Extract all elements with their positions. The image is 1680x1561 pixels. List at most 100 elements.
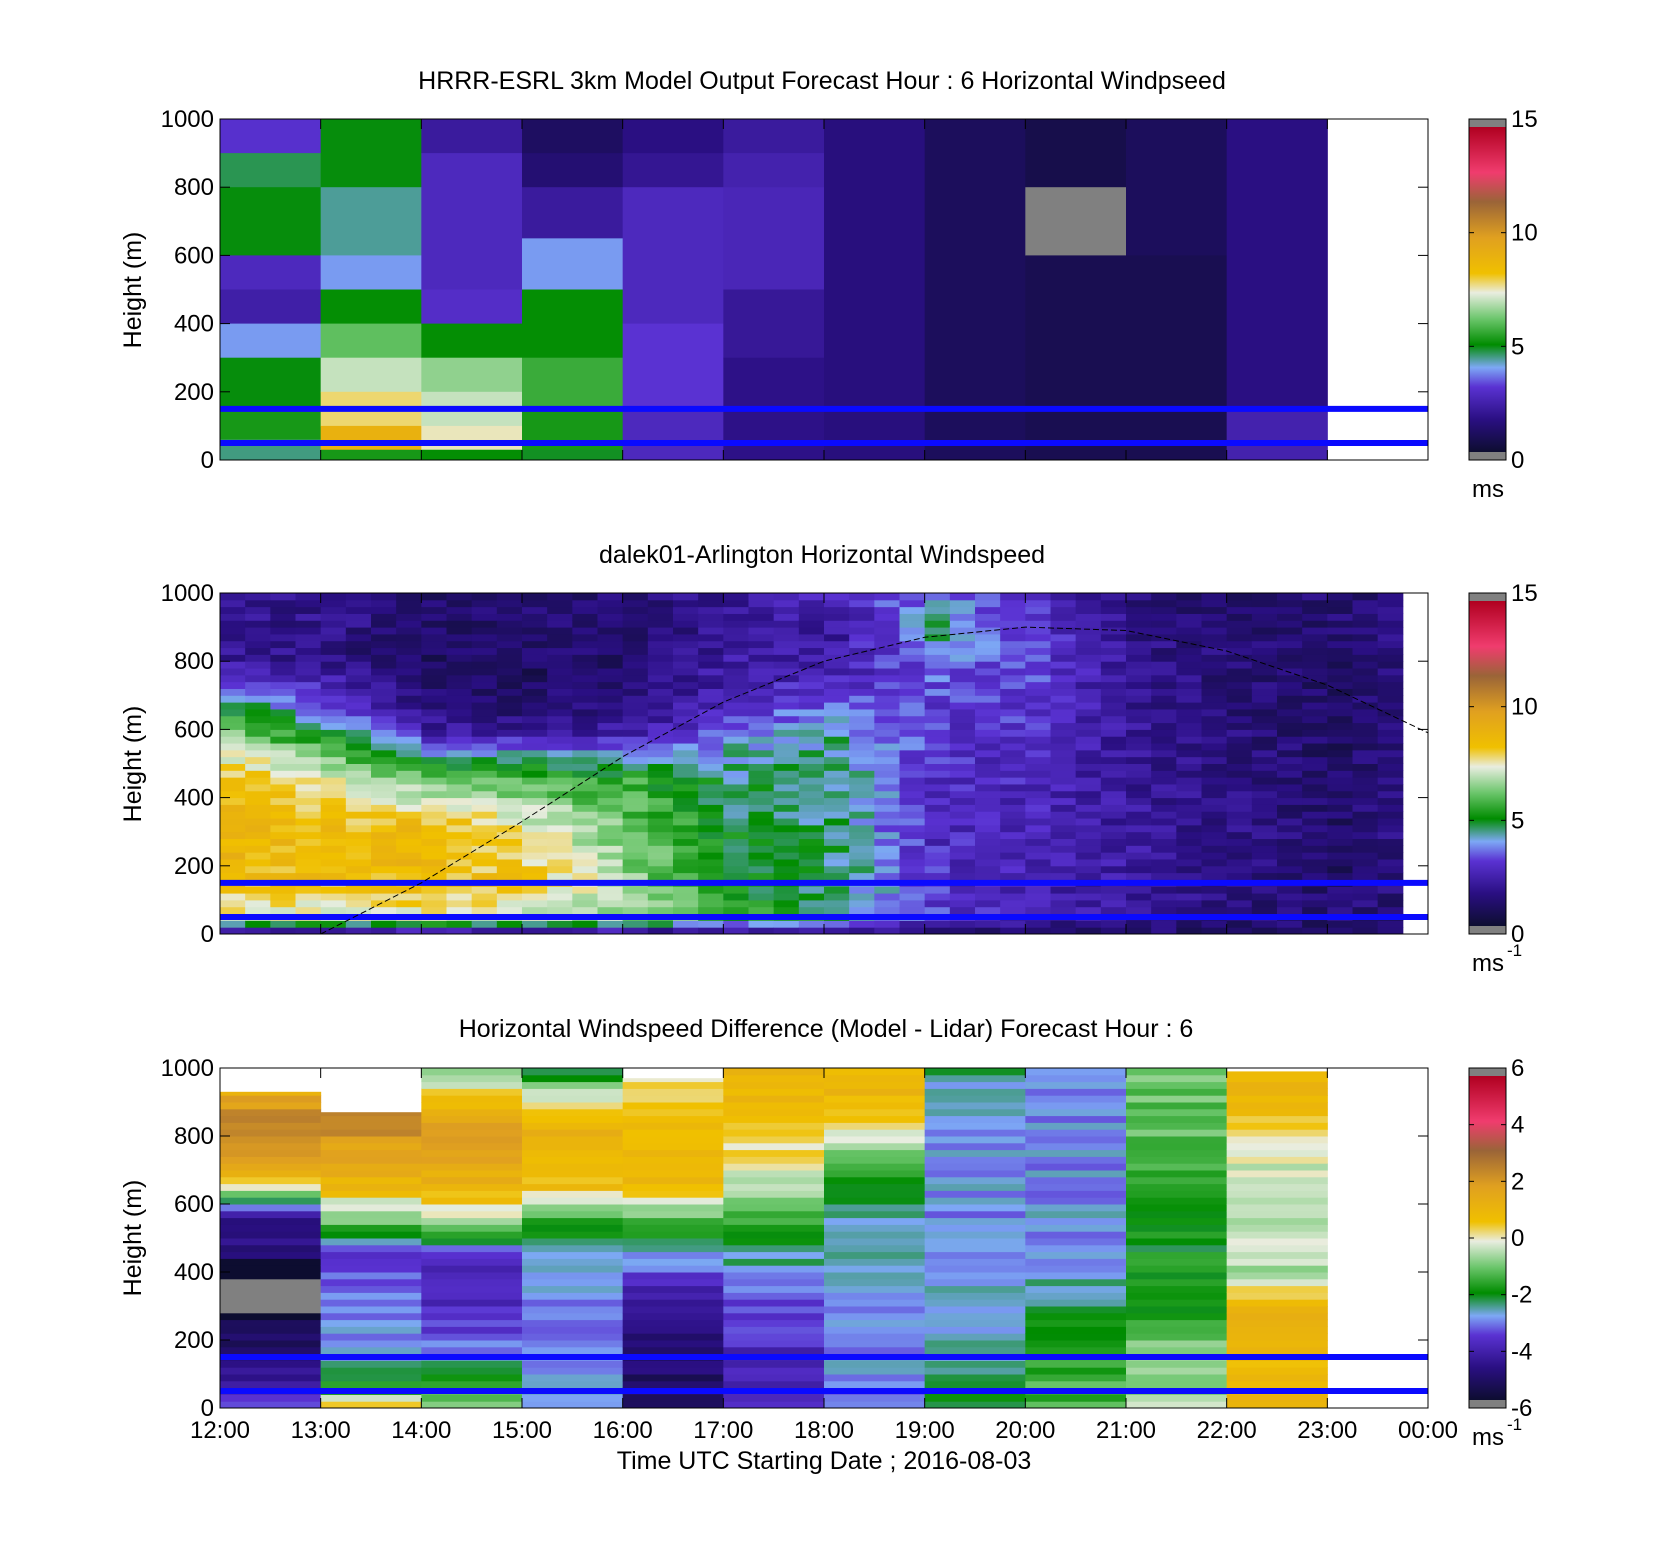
lidar-heatmap-cell bbox=[295, 708, 322, 717]
lidar-heatmap-cell bbox=[245, 606, 271, 614]
lidar-heatmap-cell bbox=[647, 661, 674, 669]
lidar-heatmap-cell bbox=[1226, 593, 1253, 601]
difference-heatmap-cell bbox=[824, 1299, 926, 1307]
lidar-heatmap-cell bbox=[1126, 599, 1152, 608]
lidar-heatmap-cell bbox=[1377, 811, 1404, 819]
lidar-heatmap-cell bbox=[245, 674, 271, 683]
lidar-heatmap-cell bbox=[1302, 927, 1328, 935]
lidar-heatmap-cell bbox=[899, 654, 926, 662]
lidar-y-tick-label: 400 bbox=[174, 785, 214, 812]
difference-heatmap-cell bbox=[1025, 1183, 1127, 1191]
difference-heatmap-cell bbox=[1025, 1102, 1127, 1110]
lidar-heatmap-cell bbox=[798, 722, 825, 730]
lidar-heatmap-cell bbox=[1277, 654, 1303, 662]
lidar-heatmap-cell bbox=[446, 613, 473, 621]
lidar-heatmap-cell bbox=[446, 654, 473, 662]
lidar-heatmap-cell bbox=[421, 681, 447, 689]
difference-heatmap-cell bbox=[320, 1231, 422, 1239]
lidar-heatmap-cell bbox=[1201, 831, 1228, 840]
difference-heatmap-cell bbox=[924, 1265, 1026, 1273]
lidar-heatmap-cell bbox=[874, 797, 900, 805]
lidar-heatmap-cell bbox=[1075, 613, 1102, 621]
lidar-heatmap-cell bbox=[270, 681, 296, 689]
difference-heatmap-cell bbox=[522, 1183, 624, 1191]
lidar-heatmap-cell bbox=[421, 777, 447, 785]
lidar-heatmap-cell bbox=[1100, 865, 1127, 874]
lidar-heatmap-cell bbox=[1000, 640, 1026, 649]
lidar-heatmap-cell bbox=[748, 927, 775, 935]
lidar-heatmap-cell bbox=[1327, 702, 1353, 710]
lidar-heatmap-cell bbox=[1126, 852, 1152, 860]
lidar-heatmap-cell bbox=[924, 640, 951, 649]
lidar-heatmap-cell bbox=[245, 647, 271, 655]
difference-heatmap-cell bbox=[421, 1129, 523, 1137]
lidar-heatmap-cell bbox=[1100, 613, 1127, 621]
lidar-heatmap-cell bbox=[1050, 824, 1077, 833]
difference-heatmap-cell bbox=[220, 1244, 322, 1253]
lidar-heatmap-cell bbox=[673, 893, 699, 901]
lidar-heatmap-cell bbox=[421, 763, 447, 771]
lidar-heatmap-cell bbox=[949, 708, 976, 717]
difference-heatmap-cell bbox=[924, 1095, 1026, 1103]
lidar-heatmap-cell bbox=[1201, 811, 1228, 819]
lidar-heatmap-cell bbox=[975, 593, 1001, 601]
difference-heatmap-cell bbox=[1025, 1346, 1127, 1355]
lidar-heatmap-cell bbox=[1100, 756, 1127, 764]
lidar-heatmap-cell bbox=[1352, 831, 1379, 840]
lidar-heatmap-cell bbox=[723, 702, 749, 710]
difference-heatmap-cell bbox=[1126, 1074, 1228, 1083]
lidar-heatmap-cell bbox=[1226, 865, 1253, 874]
lidar-heatmap-cell bbox=[949, 899, 976, 908]
lidar-heatmap-cell bbox=[874, 770, 900, 778]
lidar-heatmap-cell bbox=[975, 811, 1001, 819]
model-heatmap-cell bbox=[522, 153, 624, 188]
lidar-heatmap-cell bbox=[1327, 858, 1353, 867]
difference-heatmap-cell bbox=[421, 1265, 523, 1273]
difference-heatmap-cell bbox=[1025, 1217, 1127, 1225]
lidar-heatmap-cell bbox=[773, 640, 800, 649]
lidar-heatmap-cell bbox=[547, 674, 573, 683]
difference-heatmap-cell bbox=[622, 1326, 724, 1334]
difference-heatmap-cell bbox=[320, 1190, 422, 1198]
difference-heatmap-cell bbox=[622, 1122, 724, 1130]
lidar-heatmap-cell bbox=[874, 688, 900, 696]
difference-heatmap-cell bbox=[723, 1258, 825, 1266]
lidar-heatmap-cell bbox=[245, 708, 271, 717]
lidar-heatmap-cell bbox=[396, 852, 422, 860]
lidar-heatmap-cell bbox=[421, 633, 447, 642]
lidar-heatmap-cell bbox=[421, 858, 447, 867]
lidar-heatmap-cell bbox=[446, 606, 473, 614]
lidar-heatmap-cell bbox=[471, 831, 498, 840]
lidar-heatmap-cell bbox=[924, 647, 951, 655]
lidar-heatmap-cell bbox=[220, 797, 246, 805]
lidar-heatmap-cell bbox=[899, 852, 926, 860]
lidar-heatmap-cell bbox=[270, 647, 296, 655]
lidar-heatmap-cell bbox=[748, 797, 775, 805]
lidar-heatmap-cell bbox=[345, 749, 372, 758]
difference-heatmap-cell bbox=[1025, 1108, 1127, 1117]
difference-heatmap-cell bbox=[723, 1319, 825, 1327]
lidar-heatmap-cell bbox=[421, 831, 447, 840]
lidar-heatmap-cell bbox=[723, 838, 749, 846]
lidar-heatmap-cell bbox=[748, 681, 775, 689]
lidar-heatmap-cell bbox=[496, 593, 523, 601]
model-colorbar-tick-label: 15 bbox=[1511, 106, 1538, 133]
lidar-heatmap-cell bbox=[1000, 613, 1026, 621]
lidar-heatmap-cell bbox=[1277, 927, 1303, 935]
lidar-heatmap-cell bbox=[1126, 593, 1152, 601]
lidar-heatmap-cell bbox=[572, 783, 598, 792]
lidar-heatmap-cell bbox=[295, 633, 322, 642]
lidar-heatmap-cell bbox=[421, 702, 447, 710]
lidar-heatmap-cell bbox=[698, 824, 724, 833]
model-heatmap-cell bbox=[1126, 255, 1228, 461]
lidar-heatmap-cell bbox=[1302, 906, 1328, 915]
lidar-heatmap-cell bbox=[371, 681, 397, 689]
lidar-heatmap-cell bbox=[1352, 763, 1379, 771]
lidar-heatmap-cell bbox=[1302, 920, 1328, 928]
difference-heatmap-cell bbox=[1226, 1333, 1328, 1341]
lidar-heatmap-cell bbox=[849, 858, 875, 867]
difference-heatmap-cell bbox=[220, 1380, 322, 1389]
lidar-heatmap-cell bbox=[1377, 756, 1404, 764]
lidar-heatmap-cell bbox=[572, 620, 598, 628]
lidar-heatmap-cell bbox=[698, 852, 724, 860]
